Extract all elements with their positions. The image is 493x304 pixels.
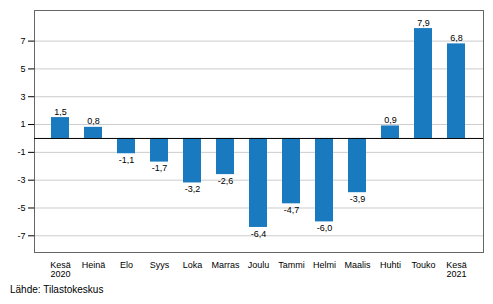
- svg-text:-5: -5: [17, 203, 25, 213]
- svg-text:Elo: Elo: [120, 260, 133, 270]
- svg-text:Kesä2020: Kesä2020: [50, 260, 71, 279]
- svg-text:Maalis: Maalis: [344, 260, 371, 270]
- svg-text:0,8: 0,8: [87, 116, 100, 126]
- svg-text:-7: -7: [17, 231, 25, 241]
- svg-text:7: 7: [20, 36, 25, 46]
- svg-text:-1,7: -1,7: [152, 163, 168, 173]
- svg-text:-6,0: -6,0: [317, 223, 333, 233]
- svg-text:0,9: 0,9: [384, 115, 397, 125]
- svg-text:1: 1: [20, 119, 25, 129]
- svg-text:Helmi: Helmi: [313, 260, 336, 270]
- svg-text:3: 3: [20, 92, 25, 102]
- svg-text:-4,7: -4,7: [284, 205, 300, 215]
- svg-text:-3: -3: [17, 175, 25, 185]
- svg-text:-1: -1: [17, 147, 25, 157]
- svg-text:Kesä2021: Kesä2021: [446, 260, 467, 279]
- html-text:Lähde: Tilastokeskus: Lähde: Tilastokeskus: [10, 284, 104, 295]
- svg-text:-6,4: -6,4: [251, 229, 267, 239]
- svg-text:Syys: Syys: [150, 260, 170, 270]
- svg-text:Heinä: Heinä: [82, 260, 106, 270]
- svg-text:6,8: 6,8: [450, 33, 463, 43]
- svg-text:-3,2: -3,2: [185, 184, 201, 194]
- svg-text:-2,6: -2,6: [218, 176, 234, 186]
- svg-text:-1,1: -1,1: [119, 155, 135, 165]
- svg-text:Tammi: Tammi: [278, 260, 305, 270]
- svg-text:7,9: 7,9: [417, 18, 430, 28]
- svg-text:Marras: Marras: [211, 260, 240, 270]
- svg-text:-3,9: -3,9: [350, 194, 366, 204]
- svg-text:Joulu: Joulu: [248, 260, 270, 270]
- svg-text:Loka: Loka: [183, 260, 203, 270]
- svg-text:5: 5: [20, 64, 25, 74]
- svg-text:Touko: Touko: [411, 260, 435, 270]
- svg-text:Huhti: Huhti: [380, 260, 401, 270]
- svg-text:1,5: 1,5: [54, 107, 67, 117]
